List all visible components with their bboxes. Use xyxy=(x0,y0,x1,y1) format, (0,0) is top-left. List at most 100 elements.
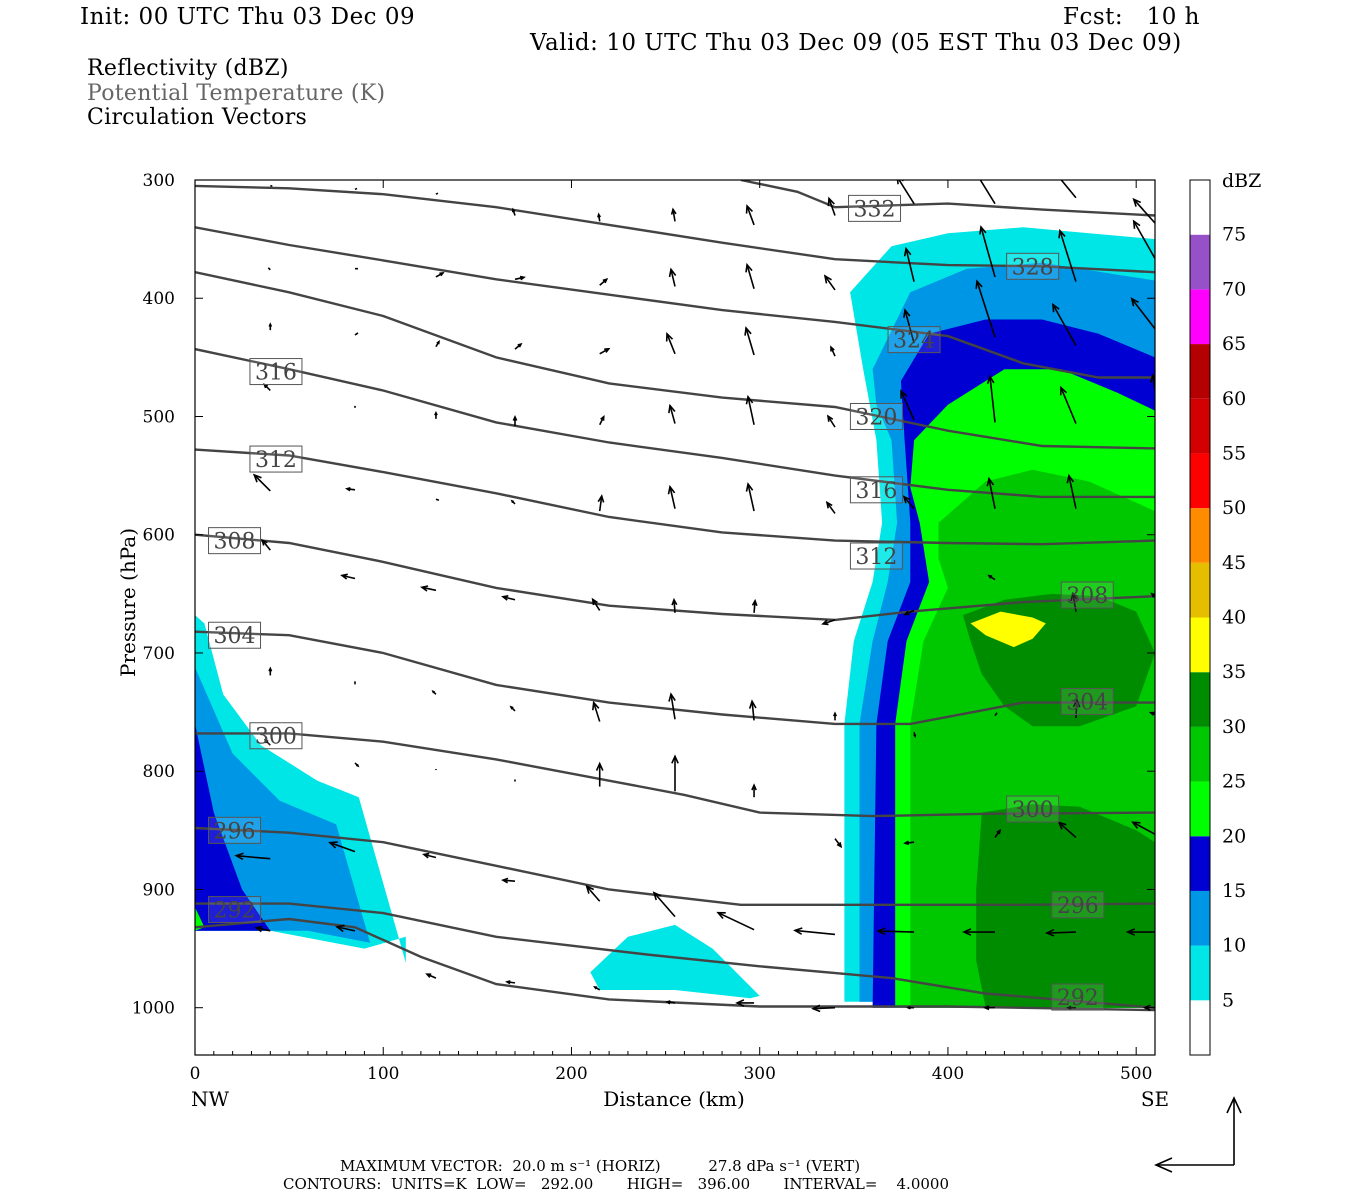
vector-head xyxy=(512,414,518,421)
vector-head xyxy=(1142,1004,1151,1011)
colorbar-swatch-70 xyxy=(1190,234,1210,290)
circulation-vector xyxy=(501,595,516,601)
vector-head xyxy=(1072,698,1081,708)
circulation-vector xyxy=(744,326,755,356)
vector-head xyxy=(425,973,432,978)
circulation-vector xyxy=(668,403,676,424)
contour-info: CONTOURS: UNITS=K LOW= 292.00 HIGH= 396.… xyxy=(283,1175,949,1193)
dbz-region-10 xyxy=(195,667,371,943)
colorbar-label: 40 xyxy=(1222,607,1246,629)
vector-head xyxy=(1132,197,1142,207)
colorbar-label: 25 xyxy=(1222,771,1246,793)
vector-head xyxy=(340,573,348,580)
colorbar-swatch-65 xyxy=(1190,289,1210,345)
theta-contour-312 xyxy=(195,448,1155,546)
vector-shaft xyxy=(354,187,358,191)
vector-head xyxy=(1149,373,1155,383)
circulation-vector xyxy=(834,838,843,849)
vector-head xyxy=(735,999,745,1007)
colorbar-frame xyxy=(1189,179,1211,1056)
circulation-vector xyxy=(261,538,271,551)
vector-head xyxy=(600,415,605,421)
vector-shaft xyxy=(1072,593,1077,612)
vector-shaft xyxy=(236,854,271,860)
theta-label-312: 312 xyxy=(849,542,903,570)
colorbar-swatch-30 xyxy=(1190,672,1210,727)
circulation-vector xyxy=(983,1005,995,1011)
vector-head xyxy=(903,840,910,846)
vector-head xyxy=(431,689,435,694)
vector-shaft xyxy=(253,474,271,492)
circulation-vector xyxy=(833,711,837,721)
circulation-vector xyxy=(652,891,676,918)
vector-shaft xyxy=(341,574,356,580)
vector-head xyxy=(597,212,602,218)
colorbar-swatch-55 xyxy=(1190,398,1210,454)
colorbar-label: 20 xyxy=(1222,825,1246,847)
vector-shaft xyxy=(794,929,836,936)
theta-label-text: 332 xyxy=(854,197,896,222)
theta-label-text: 312 xyxy=(255,448,297,473)
vector-shaft xyxy=(824,275,836,291)
vector-shaft xyxy=(1052,304,1077,346)
circulation-vector xyxy=(903,246,915,282)
circulation-vector xyxy=(263,738,271,746)
theta-label-text: 300 xyxy=(1012,798,1054,823)
field-vectors: Circulation Vectors xyxy=(87,105,308,130)
vector-shaft xyxy=(502,595,516,601)
circulation-vector xyxy=(745,394,755,425)
theta-label-box xyxy=(249,722,303,750)
circulation-vector xyxy=(511,207,516,216)
vector-shaft xyxy=(1158,496,1159,521)
theta-label-box xyxy=(249,358,303,386)
vector-shaft xyxy=(746,264,755,290)
circulation-vector xyxy=(811,1004,836,1013)
vector-shaft xyxy=(905,248,915,282)
theta-label-box xyxy=(887,326,941,354)
theta-label-text: 328 xyxy=(1012,255,1054,280)
circulation-vector xyxy=(435,340,440,348)
vector-head xyxy=(913,734,917,739)
circulation-vector xyxy=(745,262,755,290)
x-tick-label: 300 xyxy=(743,1064,775,1084)
reference-vector-icon xyxy=(1154,1096,1242,1173)
vector-head xyxy=(665,332,674,342)
circulation-vector xyxy=(505,980,516,985)
vector-head xyxy=(1070,591,1078,602)
vector-head xyxy=(592,700,600,711)
vector-shaft xyxy=(669,486,676,509)
vector-shaft xyxy=(989,376,996,423)
theta-label-box xyxy=(849,542,903,570)
circulation-vector xyxy=(592,700,601,722)
theta-label-296: 296 xyxy=(208,816,262,844)
vector-shaft xyxy=(354,332,359,336)
vector-shaft xyxy=(900,390,915,421)
vector-shaft xyxy=(753,600,756,613)
circulation-vector xyxy=(597,494,605,512)
circulation-vector xyxy=(422,852,437,859)
circulation-vector xyxy=(1130,297,1155,331)
circulation-vector xyxy=(431,689,437,695)
theta-label-text: 292 xyxy=(214,899,256,924)
theta-contour-316 xyxy=(195,347,1155,499)
circulation-vector xyxy=(1051,302,1077,346)
vector-shaft xyxy=(669,405,676,424)
y-tick-label: 1000 xyxy=(132,999,175,1019)
vector-shaft xyxy=(329,841,356,853)
vector-head xyxy=(591,597,598,606)
vector-head xyxy=(671,597,678,606)
vector-head xyxy=(744,326,752,336)
circulation-vector xyxy=(599,347,611,355)
circulation-vector xyxy=(751,598,758,613)
vector-head xyxy=(1066,473,1075,484)
vector-head xyxy=(268,666,273,672)
colorbar-swatch-75 xyxy=(1190,180,1210,235)
valid-time: Valid: 10 UTC Thu 03 Dec 09 (05 EST Thu … xyxy=(530,30,1182,56)
theta-label-box xyxy=(1006,252,1060,280)
vector-head xyxy=(974,170,980,178)
vector-head xyxy=(252,473,262,483)
theta-label-box xyxy=(1051,891,1105,919)
vector-head xyxy=(826,414,834,422)
circulation-vector xyxy=(514,275,526,281)
vector-head xyxy=(420,585,429,592)
